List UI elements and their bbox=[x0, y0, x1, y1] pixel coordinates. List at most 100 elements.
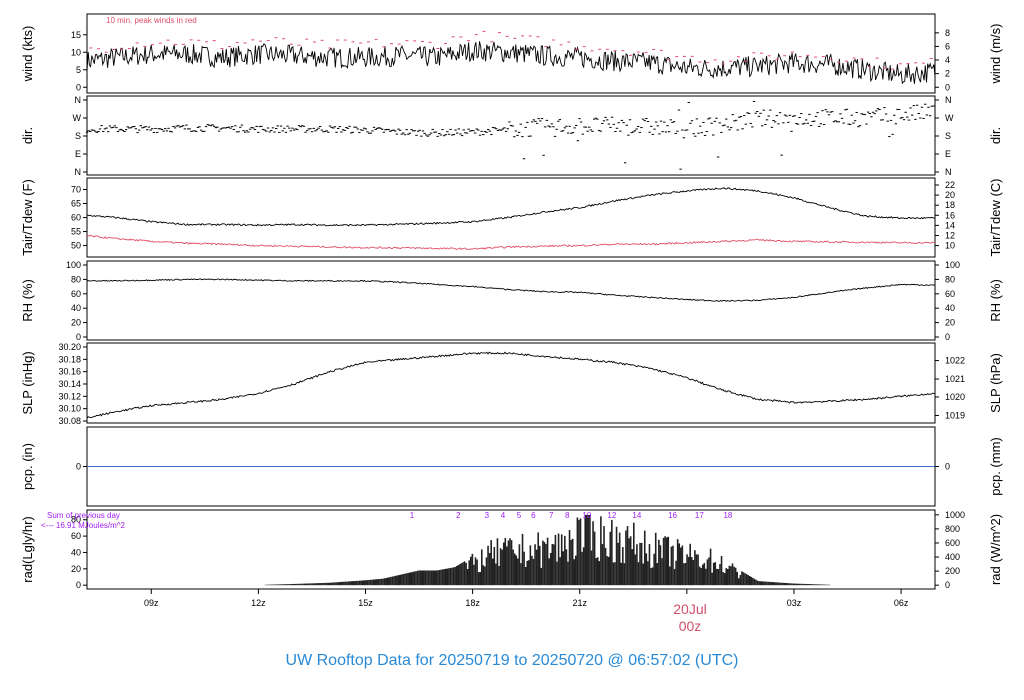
left-tick-label: 15 bbox=[71, 30, 81, 40]
x-tick-label: 12z bbox=[251, 598, 266, 608]
sea-level-pressure-series bbox=[86, 351, 936, 419]
right-tick-label: 8 bbox=[945, 28, 950, 38]
right-tick-label: 6 bbox=[945, 41, 950, 51]
left-tick-label: 60 bbox=[71, 213, 81, 223]
left-tick-label: E bbox=[75, 149, 81, 159]
left-tick-label: N bbox=[75, 167, 82, 177]
y-axis-label: pcp. (in) bbox=[20, 443, 35, 490]
right-tick-label: 80 bbox=[945, 274, 955, 284]
right-tick-label: S bbox=[945, 131, 951, 141]
y2-axis-label: Tair/Tdew (C) bbox=[988, 178, 1003, 256]
sun-hour-mark: 5 bbox=[517, 511, 522, 520]
date-label: 20Jul bbox=[673, 601, 706, 617]
right-tick-label: 600 bbox=[945, 538, 960, 548]
y-axis-label: wind (kts) bbox=[20, 26, 35, 83]
peak-wind-note: 10 min. peak winds in red bbox=[106, 16, 197, 25]
left-tick-label: 0 bbox=[76, 462, 81, 472]
sun-hour-mark: 14 bbox=[632, 511, 641, 520]
left-tick-label: 0 bbox=[76, 82, 81, 92]
right-tick-label: 20 bbox=[945, 190, 955, 200]
right-tick-label: 1021 bbox=[945, 374, 965, 384]
sun-hour-mark: 17 bbox=[695, 511, 704, 520]
right-tick-label: E bbox=[945, 149, 951, 159]
sun-hour-mark: 10 bbox=[582, 511, 591, 520]
left-tick-label: 30.20 bbox=[58, 342, 81, 352]
left-tick-label: 0 bbox=[76, 580, 81, 590]
right-tick-label: 14 bbox=[945, 220, 955, 230]
left-tick-label: 60 bbox=[71, 531, 81, 541]
left-tick-label: 70 bbox=[71, 184, 81, 194]
left-tick-label: 40 bbox=[71, 547, 81, 557]
right-tick-label: 1022 bbox=[945, 356, 965, 366]
wind-series bbox=[86, 41, 936, 85]
sun-hour-mark: 8 bbox=[565, 511, 570, 520]
sun-hour-mark: 16 bbox=[668, 511, 677, 520]
sun-hour-mark: 18 bbox=[723, 511, 732, 520]
x-tick-label: 03z bbox=[787, 598, 802, 608]
y-axis-label: rad(Lgly/hr) bbox=[20, 516, 35, 582]
panel-frame bbox=[86, 260, 936, 341]
panel-precipitation: 0 0 pcp. (in) pcp. (mm) bbox=[20, 426, 1003, 507]
left-tick-label: 5 bbox=[76, 65, 81, 75]
left-tick-label: 50 bbox=[71, 241, 81, 251]
right-tick-label: 10 bbox=[945, 241, 955, 251]
x-axis: 09z 12z 15z 18z 21z 03z 06z bbox=[144, 589, 909, 608]
radiation-sum-value: <--- 16.91 MJoules/m^2 bbox=[41, 521, 126, 530]
left-tick-label: 80 bbox=[71, 515, 81, 525]
right-tick-label: 16 bbox=[945, 210, 955, 220]
y-axis-label: Tair/Tdew (F) bbox=[20, 179, 35, 256]
left-tick-label: 10 bbox=[71, 47, 81, 57]
sun-hour-mark: 7 bbox=[549, 511, 554, 520]
left-tick-label: 60 bbox=[71, 289, 81, 299]
right-tick-label: 0 bbox=[945, 332, 950, 342]
left-tick-label: 40 bbox=[71, 303, 81, 313]
x-tick-label: 21z bbox=[572, 598, 587, 608]
right-tick-label: 20 bbox=[945, 318, 955, 328]
right-tick-label: 40 bbox=[945, 303, 955, 313]
right-tick-label: 60 bbox=[945, 289, 955, 299]
right-tick-label: 400 bbox=[945, 552, 960, 562]
panel-frame bbox=[86, 342, 936, 424]
sun-hour-mark: 3 bbox=[485, 511, 490, 520]
tair-series bbox=[86, 187, 936, 227]
sun-hour-mark: 4 bbox=[501, 511, 506, 520]
right-tick-label: N bbox=[945, 167, 952, 177]
left-tick-label: W bbox=[73, 113, 82, 123]
x-tick-label: 06z bbox=[894, 598, 909, 608]
x-tick-label: 15z bbox=[358, 598, 373, 608]
right-tick-label: N bbox=[945, 95, 952, 105]
right-tick-label: 1020 bbox=[945, 392, 965, 402]
left-tick-label: 20 bbox=[71, 318, 81, 328]
left-tick-label: N bbox=[75, 95, 82, 105]
sun-hour-mark: 2 bbox=[456, 511, 461, 520]
sun-hour-mark: 1 bbox=[410, 511, 415, 520]
left-tick-label: 100 bbox=[66, 260, 81, 270]
right-tick-label: 800 bbox=[945, 524, 960, 534]
right-tick-label: 18 bbox=[945, 200, 955, 210]
right-tick-label: 12 bbox=[945, 230, 955, 240]
y-axis-label: dir. bbox=[20, 127, 35, 144]
panel-relative-humidity: 0 20 40 60 80 100 0 20 40 60 80 100 RH (%) RH (%) bbox=[20, 260, 1003, 342]
right-tick-label: W bbox=[945, 113, 954, 123]
right-tick-label: 0 bbox=[945, 580, 950, 590]
date-sub-label: 00z bbox=[679, 618, 702, 634]
y2-axis-label: RH (%) bbox=[988, 279, 1003, 322]
sun-hour-mark: 12 bbox=[607, 511, 616, 520]
left-tick-label: 55 bbox=[71, 227, 81, 237]
right-tick-label: 100 bbox=[945, 260, 960, 270]
right-tick-label: 4 bbox=[945, 55, 950, 65]
y2-axis-label: wind (m/s) bbox=[988, 24, 1003, 85]
left-tick-label: 30.08 bbox=[58, 416, 81, 426]
radiation-sum-label: Sum of previous day bbox=[47, 511, 120, 520]
x-tick-label: 09z bbox=[144, 598, 159, 608]
sun-hour-mark: 6 bbox=[531, 511, 536, 520]
right-tick-label: 0 bbox=[945, 462, 950, 472]
right-tick-label: 2 bbox=[945, 69, 950, 79]
right-tick-label: 22 bbox=[945, 180, 955, 190]
panel-wind: 0 5 10 15 0 2 4 6 8 wind (kts) wind (m/s) 10 min. p… bbox=[20, 13, 1003, 94]
